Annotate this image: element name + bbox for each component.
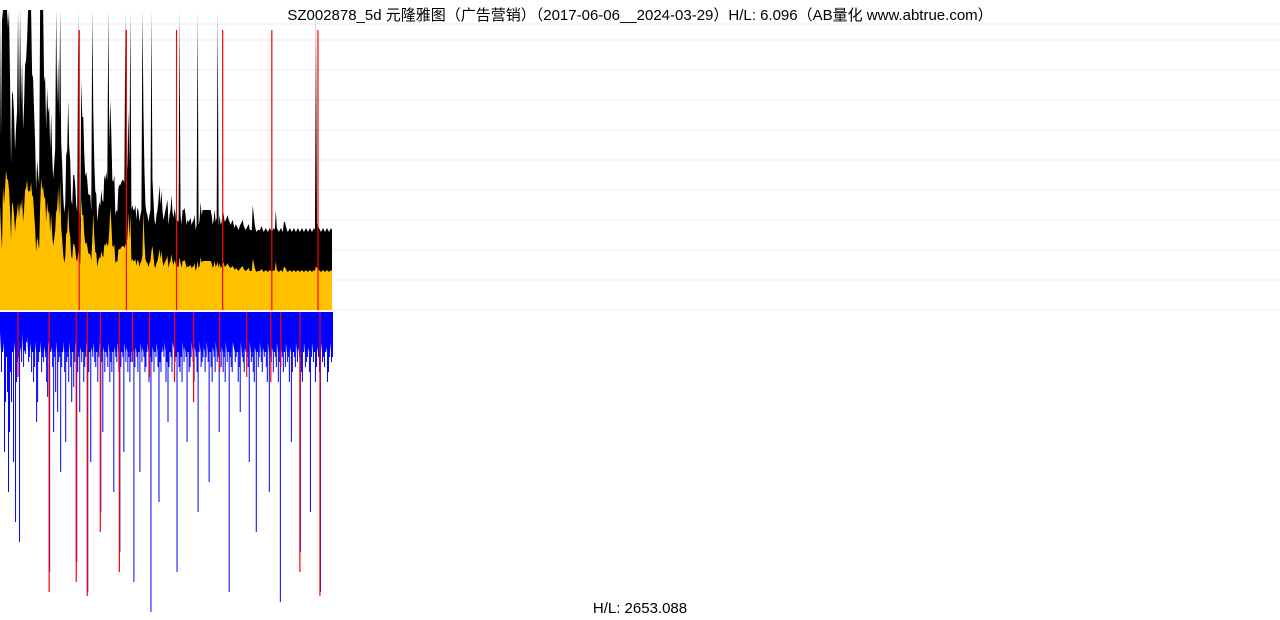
stock-chart [0,0,1280,620]
bottom-hl-label: H/L: 2653.088 [0,600,1280,617]
